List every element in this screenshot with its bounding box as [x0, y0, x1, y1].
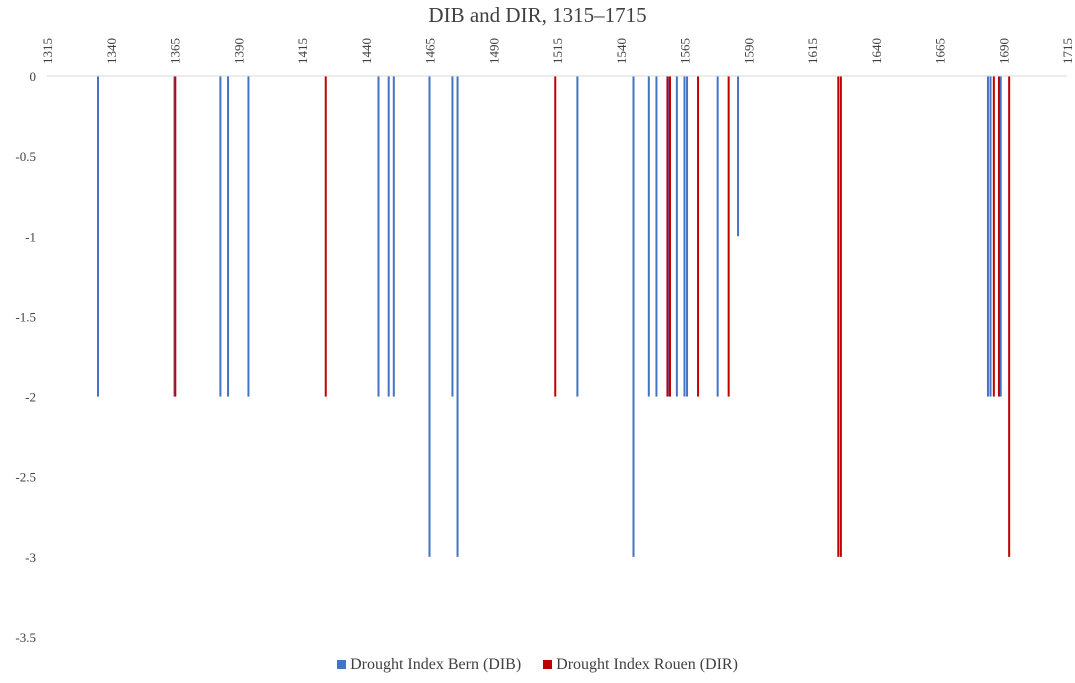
dib-bar — [377, 76, 380, 397]
legend-item-dib: Drought Index Bern (DIB) — [337, 656, 521, 674]
dib-bar — [737, 76, 740, 237]
dir-bar — [554, 76, 557, 397]
dir-bar — [174, 76, 177, 397]
legend-item-dir: Drought Index Rouen (DIR) — [543, 656, 738, 674]
dir-bar — [324, 76, 327, 397]
dib-bar — [675, 76, 678, 397]
legend-swatch-dir — [543, 660, 553, 669]
x-tick-label: 1615 — [805, 38, 820, 64]
dir-bar — [837, 76, 840, 557]
x-tick-label: 1665 — [933, 38, 948, 64]
y-tick-label: -0.5 — [15, 149, 36, 164]
x-tick-label: 1640 — [869, 38, 884, 64]
dib-bar — [632, 76, 635, 557]
x-tick-label: 1565 — [678, 38, 693, 64]
y-tick-label: 0 — [30, 69, 37, 84]
dir-bar — [697, 76, 700, 397]
dib-bar — [227, 76, 230, 397]
dir-bar — [666, 76, 669, 397]
x-tick-label: 1490 — [486, 38, 501, 64]
x-tick-label: 1390 — [231, 38, 246, 64]
dib-bar — [576, 76, 579, 397]
bars-layer — [97, 76, 1011, 557]
dir-bar — [839, 76, 842, 557]
x-tick-label: 1515 — [550, 38, 565, 64]
dib-bar — [456, 76, 459, 557]
legend-label-dir: Drought Index Rouen (DIR) — [556, 656, 738, 673]
dib-bar — [999, 76, 1002, 397]
x-tick-label: 1715 — [1060, 38, 1075, 64]
dir-bar — [669, 76, 671, 397]
dib-bar — [986, 76, 989, 397]
x-tick-label: 1540 — [614, 38, 629, 64]
dib-bar — [247, 76, 250, 397]
legend: Drought Index Bern (DIB) Drought Index R… — [0, 656, 1075, 674]
dir-bar — [727, 76, 730, 397]
y-tick-label: -1 — [25, 229, 36, 244]
y-tick-label: -3.5 — [15, 630, 36, 645]
chart-title: DIB and DIR, 1315–1715 — [428, 3, 647, 27]
dib-bar — [686, 76, 689, 397]
x-tick-label: 1315 — [40, 38, 55, 64]
dib-bar — [387, 76, 390, 397]
dib-bar — [451, 76, 454, 397]
dib-bar — [716, 76, 719, 397]
dib-bar — [655, 76, 658, 397]
y-tick-label: -3 — [25, 550, 36, 565]
x-tick-label: 1590 — [741, 38, 756, 64]
y-tick-labels: 0 -0.5 -1 -1.5 -2 -2.5 -3 -3.5 — [15, 69, 36, 645]
y-tick-label: -2 — [25, 390, 36, 405]
dib-bar — [989, 76, 992, 397]
x-tick-label: 1440 — [359, 38, 374, 64]
dir-bar — [992, 76, 995, 397]
dib-bar — [219, 76, 222, 397]
dib-bar — [97, 76, 99, 397]
dir-bar — [1008, 76, 1011, 557]
x-tick-labels: 1315 1340 1365 1390 1415 1440 1465 1490 1515 1540… — [40, 38, 1075, 64]
x-tick-label: 1415 — [295, 38, 310, 64]
x-tick-label: 1340 — [104, 38, 119, 64]
x-tick-label: 1365 — [168, 38, 183, 64]
legend-swatch-dib — [337, 660, 347, 669]
y-tick-label: -2.5 — [15, 470, 36, 485]
dib-bar — [647, 76, 650, 397]
legend-label-dib: Drought Index Bern (DIB) — [350, 656, 522, 673]
dib-bar — [683, 76, 686, 397]
x-tick-label: 1465 — [423, 38, 438, 64]
dib-bar — [392, 76, 395, 397]
y-tick-label: -1.5 — [15, 309, 36, 324]
dib-bar — [428, 76, 431, 557]
dir-bar — [997, 76, 1000, 397]
x-tick-label: 1690 — [996, 38, 1011, 64]
